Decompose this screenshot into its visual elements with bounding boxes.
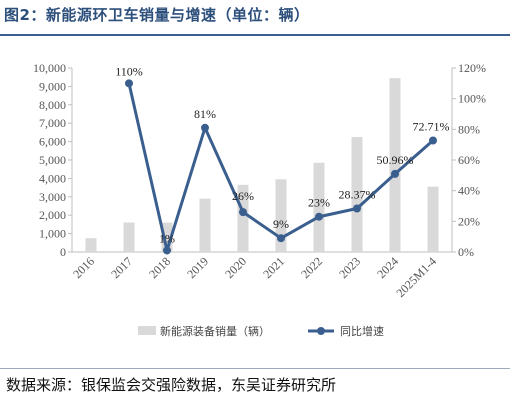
growth-data-label: 50.96% [377, 153, 414, 167]
right-tick-label: 100% [458, 92, 486, 106]
growth-data-label: 110% [115, 64, 143, 78]
left-tick-label: 7,000 [39, 116, 66, 130]
growth-data-label: 9% [273, 217, 289, 231]
left-tick-label: 6,000 [39, 135, 66, 149]
line-series [125, 79, 437, 255]
growth-point-2023 [353, 204, 361, 213]
data-source: 数据来源：银保监会交强险数据，东吴证券研究所 [6, 376, 337, 394]
right-tick-label: 20% [458, 214, 480, 228]
right-tick-label: 80% [458, 122, 480, 136]
left-tick-label: 3,000 [39, 190, 66, 204]
source-divider [0, 368, 510, 369]
x-tick-label: 2021 [260, 254, 287, 281]
x-tick-label: 2016 [70, 254, 97, 281]
left-tick-label: 1,000 [39, 227, 66, 241]
bar-2018 [161, 222, 173, 252]
growth-data-label: 1% [159, 231, 175, 245]
bar-2023 [351, 137, 363, 252]
growth-data-label: 72.71% [413, 120, 450, 134]
left-tick-label: 0 [60, 245, 66, 259]
x-axis: 2016 2017 2018 2019 2020 2021 2022 2023 20242025… [70, 254, 439, 300]
growth-point-2022 [315, 212, 323, 221]
right-tick-label: 60% [458, 153, 480, 167]
title-divider [0, 34, 510, 36]
growth-data-label: 26% [232, 189, 254, 203]
right-tick-label: 40% [458, 184, 480, 198]
bar-2017 [123, 222, 135, 252]
growth-point-2021 [277, 234, 285, 243]
x-tick-label: 2022 [298, 254, 325, 281]
growth-point-2020 [239, 208, 247, 217]
bar-2022 [313, 162, 325, 252]
legend-line-label: 同比增速 [340, 324, 384, 338]
right-axis: 0% 20% 40% 60% 80% 100% 120% [452, 61, 486, 259]
left-axis: 0 1,000 2,000 3,000 4,000 5,000 6,000 7,000 8,00… [33, 61, 72, 259]
data-labels: 110% 1% 81% 26% 9% 23% 28.37% 50.96% 72.71% [115, 64, 449, 245]
bar-2025M1-4 [427, 186, 439, 252]
x-tick-label: 2017 [108, 254, 135, 281]
growth-data-label: 28.37% [339, 187, 376, 201]
left-tick-label: 2,000 [39, 208, 66, 222]
left-tick-label: 10,000 [33, 61, 66, 75]
right-tick-label: 0% [458, 245, 474, 259]
growth-point-2024 [391, 169, 399, 178]
growth-point-2025M1-4 [429, 136, 437, 145]
x-tick-label: 2018 [146, 254, 173, 281]
bar-2019 [199, 198, 211, 252]
x-tick-label: 2025M1-4 [393, 254, 439, 300]
left-tick-label: 9,000 [39, 79, 66, 93]
x-tick-label: 2024 [374, 254, 401, 281]
growth-point-2017 [125, 79, 133, 88]
chart-title: 图2：新能源环卫车销量与增速（单位：辆） [4, 6, 310, 24]
legend-bar-label: 新能源装备销量（辆） [160, 324, 270, 338]
x-tick-label: 2019 [184, 254, 211, 281]
left-tick-label: 5,000 [39, 153, 66, 167]
bar-2024 [389, 78, 401, 253]
x-tick-label: 2020 [222, 254, 249, 281]
legend-line-marker [317, 327, 325, 335]
x-tick-label: 2023 [336, 254, 363, 281]
bar-series [71, 68, 453, 253]
right-tick-label: 120% [458, 61, 486, 75]
bar-2021 [275, 179, 287, 252]
legend: 新能源装备销量（辆） 同比增速 [138, 324, 384, 338]
growth-data-label: 81% [194, 107, 216, 121]
bar-2016 [85, 238, 97, 252]
growth-point-2018 [163, 246, 171, 255]
left-tick-label: 4,000 [39, 171, 66, 185]
growth-data-label: 23% [308, 196, 330, 210]
legend-bar-swatch [138, 326, 156, 335]
growth-point-2019 [201, 123, 209, 132]
left-tick-label: 8,000 [39, 98, 66, 112]
bar-2020 [237, 184, 249, 252]
